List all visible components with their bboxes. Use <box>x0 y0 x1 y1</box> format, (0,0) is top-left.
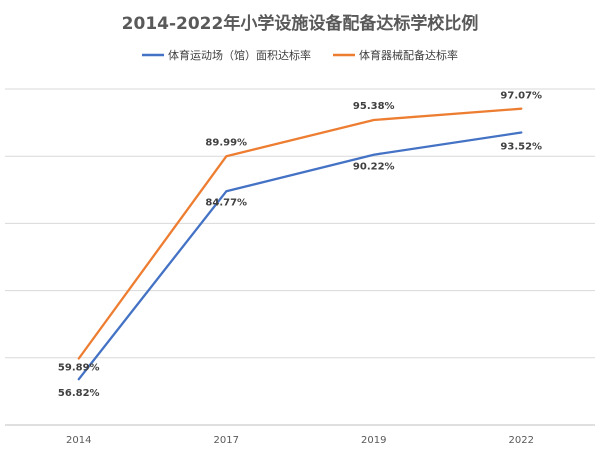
data-label: 90.22% <box>353 162 395 173</box>
legend-label-series-2: 体育器械配备达标率 <box>359 48 458 62</box>
x-axis-ticks: 2014 2017 2019 2022 <box>66 435 534 446</box>
data-label: 95.38% <box>353 101 395 112</box>
series-lines <box>77 107 523 381</box>
data-label: 93.52% <box>500 142 542 153</box>
x-tick-label: 2014 <box>66 435 91 446</box>
data-labels: 56.82% 84.77% 90.22% 93.52% 59.89% 89.99% 95.3… <box>58 91 542 399</box>
chart-title: 2014-2022年小学设施设备配备达标学校比例 <box>122 13 479 34</box>
series-line-2 <box>77 107 523 360</box>
gridlines <box>5 88 595 426</box>
data-label: 89.99% <box>205 137 247 148</box>
x-tick-label: 2017 <box>214 435 239 446</box>
legend: 体育运动场（馆）面积达标率 体育器械配备达标率 <box>142 48 458 62</box>
data-label: 84.77% <box>205 197 247 208</box>
series-line-1 <box>77 131 523 381</box>
data-label: 97.07% <box>500 91 542 102</box>
data-label: 56.82% <box>58 388 100 399</box>
legend-label-series-1: 体育运动场（馆）面积达标率 <box>168 48 311 62</box>
x-tick-label: 2022 <box>509 435 534 446</box>
x-tick-label: 2019 <box>361 435 386 446</box>
data-label: 59.89% <box>58 363 100 374</box>
